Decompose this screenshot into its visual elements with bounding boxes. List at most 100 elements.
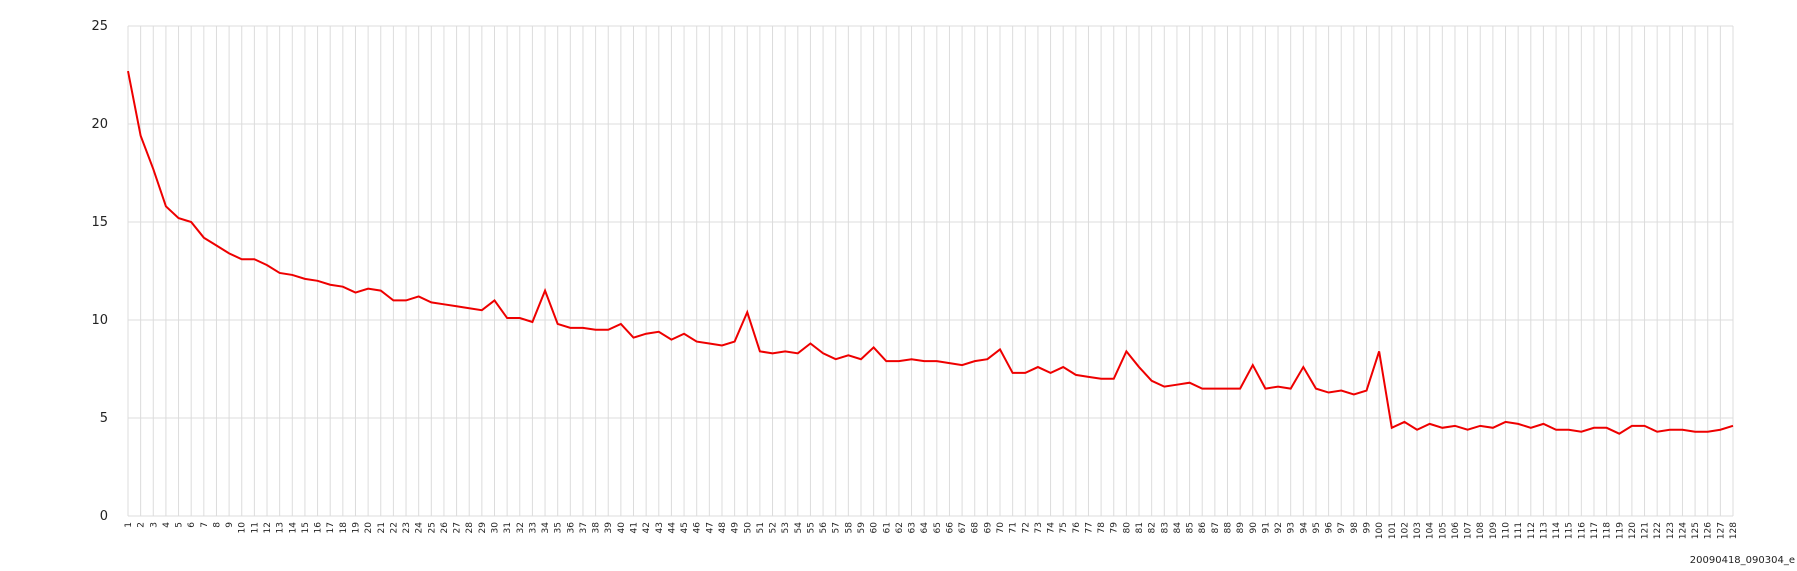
x-tick-label: 31: [503, 522, 513, 533]
y-tick-label: 25: [91, 19, 108, 34]
x-tick-label: 56: [819, 522, 829, 534]
x-tick-label: 35: [554, 522, 564, 533]
y-tick-label: 5: [100, 411, 108, 426]
x-tick-label: 78: [1097, 522, 1107, 534]
x-tick-label: 81: [1135, 522, 1145, 533]
x-tick-label: 49: [731, 522, 741, 534]
x-tick-label: 3: [149, 522, 159, 528]
x-tick-label: 108: [1476, 522, 1486, 539]
x-tick-label: 54: [794, 522, 804, 534]
x-tick-label: 74: [1047, 522, 1057, 534]
x-tick-label: 60: [870, 522, 880, 534]
x-tick-label: 62: [895, 522, 905, 533]
x-tick-label: 37: [579, 522, 589, 533]
x-tick-label: 115: [1565, 522, 1575, 539]
x-tick-label: 77: [1084, 522, 1094, 533]
footer-label: 20090418_090304_e: [1690, 555, 1795, 566]
x-tick-label: 10: [238, 522, 248, 534]
x-tick-label: 23: [402, 522, 412, 533]
y-tick-label: 20: [91, 117, 108, 132]
x-tick-label: 84: [1173, 522, 1183, 534]
x-tick-label: 105: [1438, 522, 1448, 539]
x-tick-label: 112: [1527, 522, 1537, 539]
x-tick-label: 88: [1223, 522, 1233, 534]
x-tick-label: 98: [1350, 522, 1360, 534]
x-tick-label: 32: [516, 522, 526, 533]
x-tick-label: 113: [1539, 522, 1549, 539]
x-tick-label: 61: [882, 522, 892, 533]
x-tick-label: 34: [541, 522, 551, 534]
x-tick-label: 73: [1034, 522, 1044, 533]
x-tick-label: 19: [351, 522, 361, 534]
x-tick-label: 25: [427, 522, 437, 533]
x-tick-label: 111: [1514, 522, 1524, 539]
x-tick-label: 53: [781, 522, 791, 533]
x-tick-label: 20: [364, 522, 374, 534]
x-tick-label: 96: [1325, 522, 1335, 534]
x-tick-label: 13: [276, 522, 286, 533]
x-tick-label: 127: [1716, 522, 1726, 539]
y-tick-label: 0: [100, 509, 108, 524]
x-tick-label: 52: [769, 522, 779, 533]
x-tick-label: 122: [1653, 522, 1663, 539]
x-tick-label: 43: [655, 522, 665, 533]
x-tick-label: 66: [945, 522, 955, 534]
x-tick-label: 40: [617, 522, 627, 534]
x-tick-label: 123: [1666, 522, 1676, 539]
x-tick-label: 91: [1261, 522, 1271, 533]
x-tick-label: 104: [1426, 522, 1436, 539]
x-tick-label: 67: [958, 522, 968, 533]
x-tick-label: 26: [440, 522, 450, 534]
x-tick-label: 11: [250, 522, 260, 533]
x-tick-label: 33: [528, 522, 538, 533]
x-tick-label: 14: [288, 522, 298, 534]
x-tick-label: 79: [1110, 522, 1120, 534]
x-tick-label: 4: [162, 522, 172, 528]
x-tick-label: 45: [680, 522, 690, 533]
x-tick-label: 1: [124, 522, 134, 528]
x-tick-label: 76: [1072, 522, 1082, 534]
x-tick-label: 107: [1464, 522, 1474, 539]
x-tick-label: 9: [225, 522, 235, 528]
x-tick-label: 5: [175, 522, 185, 528]
x-tick-label: 119: [1615, 522, 1625, 539]
x-tick-label: 128: [1729, 522, 1739, 539]
x-tick-label: 12: [263, 522, 273, 533]
x-tick-label: 118: [1603, 522, 1613, 539]
x-tick-label: 106: [1451, 522, 1461, 539]
x-tick-label: 16: [314, 522, 324, 534]
x-tick-label: 103: [1413, 522, 1423, 539]
x-tick-label: 90: [1249, 522, 1259, 534]
x-tick-label: 57: [832, 522, 842, 533]
x-tick-label: 65: [933, 522, 943, 533]
x-tick-label: 42: [642, 522, 652, 533]
x-tick-label: 126: [1704, 522, 1714, 539]
x-tick-label: 82: [1148, 522, 1158, 533]
x-tick-label: 125: [1691, 522, 1701, 539]
x-tick-label: 64: [920, 522, 930, 534]
x-tick-label: 110: [1502, 522, 1512, 539]
x-tick-label: 38: [592, 522, 602, 534]
x-tick-label: 101: [1388, 522, 1398, 539]
x-tick-label: 95: [1312, 522, 1322, 533]
x-tick-label: 27: [453, 522, 463, 533]
x-tick-label: 109: [1489, 522, 1499, 539]
x-tick-label: 124: [1678, 522, 1688, 539]
x-tick-label: 80: [1122, 522, 1132, 534]
x-tick-label: 121: [1641, 522, 1651, 539]
x-tick-label: 68: [971, 522, 981, 534]
x-tick-label: 69: [983, 522, 993, 534]
x-tick-label: 24: [415, 522, 425, 534]
x-tick-label: 36: [566, 522, 576, 534]
x-tick-label: 92: [1274, 522, 1284, 533]
x-tick-label: 70: [996, 522, 1006, 534]
x-tick-label: 114: [1552, 522, 1562, 539]
data-line: [127, 70, 1734, 435]
x-tick-label: 28: [465, 522, 475, 534]
x-tick-label: 72: [1021, 522, 1031, 533]
y-tick-label: 10: [91, 313, 108, 328]
x-tick-label: 63: [908, 522, 918, 533]
x-tick-label: 117: [1590, 522, 1600, 539]
x-tick-label: 8: [212, 522, 222, 528]
